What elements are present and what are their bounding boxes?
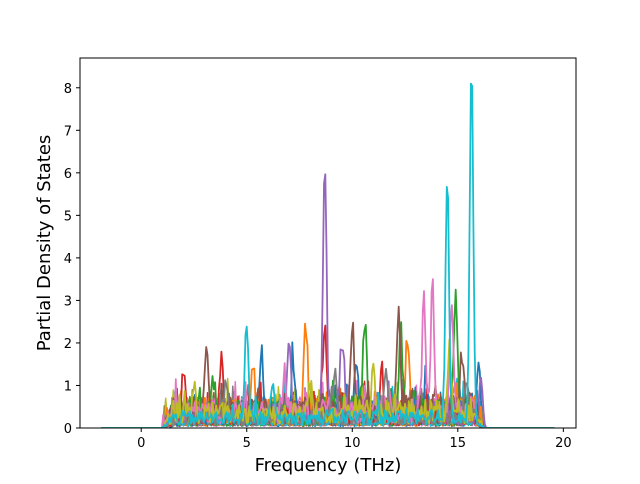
y-tick-label: 1 (64, 379, 72, 394)
series-layer (101, 82, 555, 428)
y-tick-label: 6 (64, 167, 72, 182)
y-axis-label: Partial Density of States (34, 135, 55, 352)
y-tick-label: 8 (64, 82, 72, 97)
x-tick-label: 15 (450, 436, 467, 451)
pdos-series-line (101, 82, 555, 428)
x-axis-ticks: 0 5 10 15 20 (137, 428, 572, 451)
x-tick-label: 20 (555, 436, 572, 451)
y-tick-label: 3 (64, 294, 72, 309)
y-tick-label: 4 (64, 252, 72, 267)
y-tick-label: 2 (64, 337, 72, 352)
plot-frame (79, 57, 577, 429)
x-tick-label: 10 (344, 436, 361, 451)
y-tick-label: 5 (64, 209, 72, 224)
x-tick-label: 5 (243, 436, 251, 451)
x-axis-label: Frequency (THz) (255, 455, 402, 476)
y-tick-label: 7 (64, 124, 72, 139)
y-axis-ticks: 0 1 2 3 4 5 6 7 8 (64, 82, 80, 437)
y-tick-label: 0 (64, 422, 72, 437)
pdos-series-line (101, 338, 555, 428)
x-tick-label: 0 (137, 436, 145, 451)
